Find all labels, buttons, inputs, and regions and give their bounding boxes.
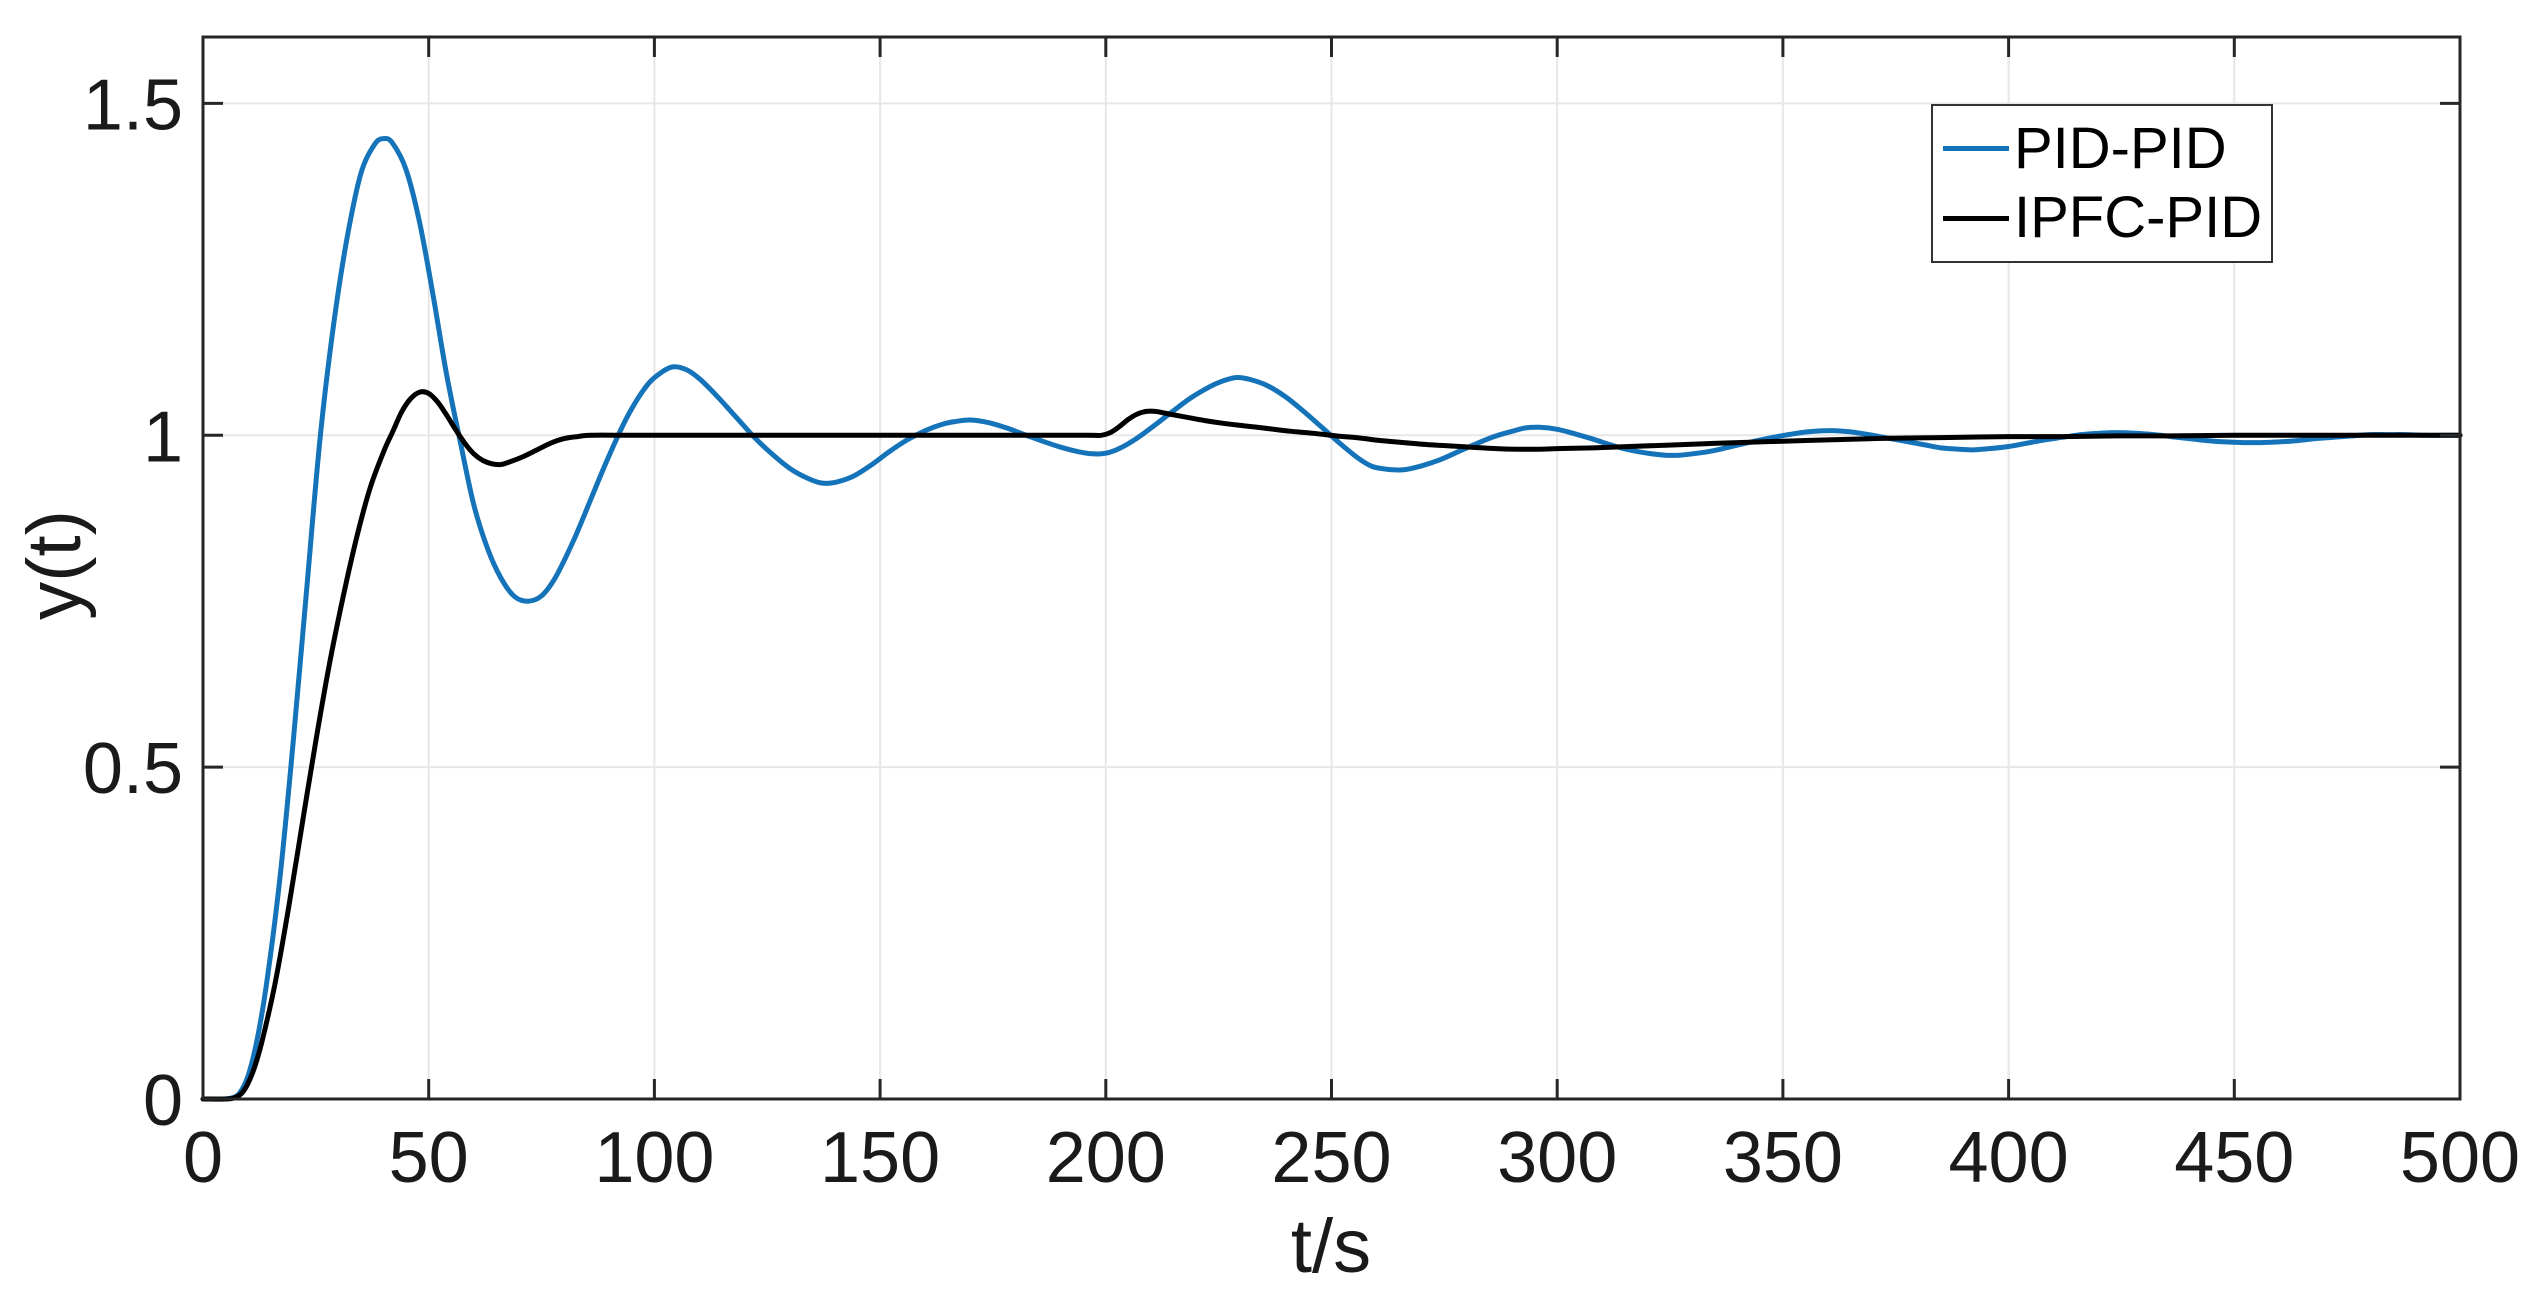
x-tick-label: 400 <box>1949 1118 2069 1198</box>
legend-label-ipfc-pid: IPFC-PID <box>2014 185 2263 251</box>
x-tick-label: 200 <box>1046 1118 1166 1198</box>
x-tick-label: 450 <box>2174 1118 2294 1198</box>
curves <box>200 135 2463 1102</box>
legend-item-ipfc-pid: IPFC-PID <box>1943 187 2263 249</box>
y-tick-label: 1 <box>143 397 183 477</box>
x-tick-label: 50 <box>389 1118 469 1198</box>
x-axis-label: t/s <box>1291 1204 1371 1289</box>
x-tick-label: 350 <box>1723 1118 1843 1198</box>
series-line-ipfc-pid <box>200 389 2463 1102</box>
y-tick-label: 0 <box>143 1061 183 1141</box>
y-tick-label: 1.5 <box>83 65 183 145</box>
y-axis-label: y(t) <box>12 510 97 620</box>
x-tick-label: 300 <box>1497 1118 1617 1198</box>
axis-ticks <box>201 37 2462 1101</box>
legend-item-pid-pid: PID-PID <box>1943 118 2263 180</box>
x-tick-label: 250 <box>1271 1118 1391 1198</box>
legend-label-pid-pid: PID-PID <box>2014 115 2227 181</box>
x-tick-label: 500 <box>2400 1118 2520 1198</box>
x-tick-label: 150 <box>820 1118 940 1198</box>
tick-labels: 0 50 100 150 200 250 300 350 400 450 500 0 0.5 1 1.5 <box>83 65 2520 1198</box>
x-tick-label: 0 <box>183 1118 223 1198</box>
legend: PID-PID IPFC-PID <box>1931 104 2273 263</box>
y-tick-label: 0.5 <box>83 729 183 809</box>
x-tick-label: 100 <box>594 1118 714 1198</box>
legend-line-sample-black <box>1943 215 2009 221</box>
legend-line-sample-blue <box>1943 146 2009 152</box>
